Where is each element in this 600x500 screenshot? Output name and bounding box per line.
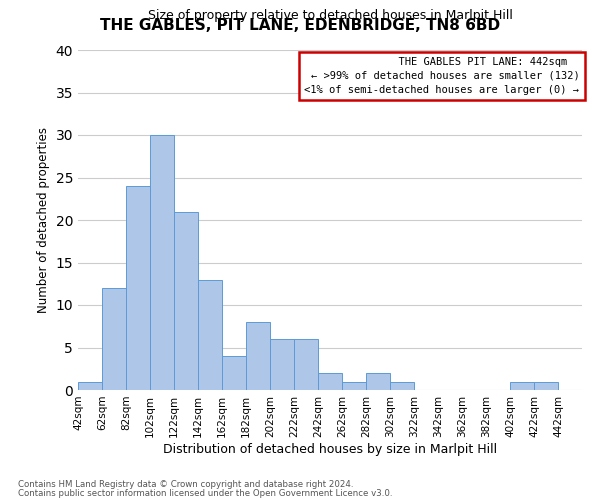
Text: Contains HM Land Registry data © Crown copyright and database right 2024.: Contains HM Land Registry data © Crown c… xyxy=(18,480,353,489)
Bar xyxy=(126,186,150,390)
Bar xyxy=(318,373,342,390)
Bar xyxy=(534,382,558,390)
Bar xyxy=(342,382,366,390)
Title: Size of property relative to detached houses in Marlpit Hill: Size of property relative to detached ho… xyxy=(148,10,512,22)
Bar xyxy=(510,382,534,390)
Bar xyxy=(198,280,222,390)
Bar xyxy=(270,339,294,390)
Bar xyxy=(222,356,246,390)
Bar xyxy=(174,212,198,390)
Text: THE GABLES, PIT LANE, EDENBRIDGE, TN8 6BD: THE GABLES, PIT LANE, EDENBRIDGE, TN8 6B… xyxy=(100,18,500,32)
Text: Contains public sector information licensed under the Open Government Licence v3: Contains public sector information licen… xyxy=(18,489,392,498)
X-axis label: Distribution of detached houses by size in Marlpit Hill: Distribution of detached houses by size … xyxy=(163,442,497,456)
Bar xyxy=(78,382,102,390)
Text: THE GABLES PIT LANE: 442sqm  
← >99% of detached houses are smaller (132)
<1% of: THE GABLES PIT LANE: 442sqm ← >99% of de… xyxy=(304,57,580,95)
Bar xyxy=(150,135,174,390)
Bar xyxy=(390,382,414,390)
Bar xyxy=(294,339,318,390)
Bar xyxy=(246,322,270,390)
Y-axis label: Number of detached properties: Number of detached properties xyxy=(37,127,50,313)
Bar xyxy=(102,288,126,390)
Bar xyxy=(366,373,390,390)
